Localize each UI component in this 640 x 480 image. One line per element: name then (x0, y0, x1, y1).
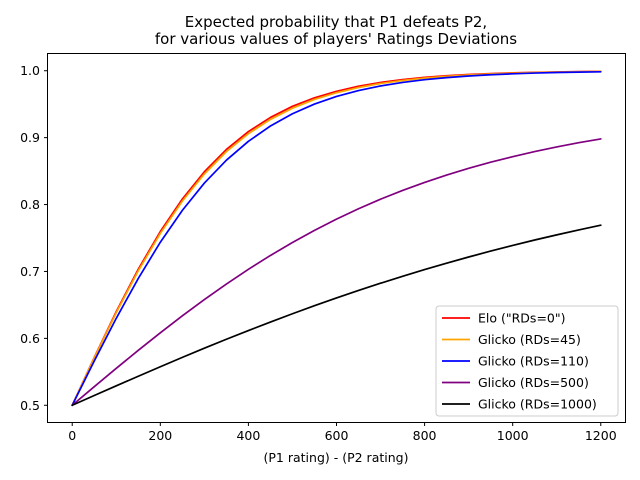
legend-label-1: Glicko (RDs=45) (478, 332, 581, 347)
y-axis: 0.5 0.6 0.7 0.8 0.9 1.0 (20, 63, 48, 413)
x-axis: 0 200 400 600 800 1000 1200 (68, 422, 617, 443)
chart-subtitle: for various values of players' Ratings D… (155, 30, 517, 48)
legend-box (435, 305, 619, 417)
x-tick-label: 400 (236, 428, 260, 443)
y-tick-label: 0.6 (20, 331, 40, 346)
y-tick-label: 0.8 (20, 197, 40, 212)
legend-label-2: Glicko (RDs=110) (478, 354, 589, 369)
y-tick-label: 0.5 (20, 398, 40, 413)
x-tick-label: 600 (325, 428, 349, 443)
legend-label-0: Elo ("RDs=0") (478, 311, 566, 326)
legend: Elo ("RDs=0") Glicko (RDs=45) Glicko (RDs=… (435, 305, 619, 417)
y-tick-label: 1.0 (20, 63, 40, 78)
series-line-2 (71, 70, 602, 407)
legend-label-4: Glicko (RDs=1000) (478, 397, 597, 412)
series-line-3 (71, 138, 602, 407)
y-tick-label: 0.9 (20, 130, 40, 145)
series-line-4 (71, 224, 602, 407)
x-tick-label: 800 (413, 428, 437, 443)
legend-label-3: Glicko (RDs=500) (478, 375, 589, 390)
x-tick-label: 1200 (585, 428, 617, 443)
x-tick-label: 200 (148, 428, 172, 443)
chart-title: Expected probability that P1 defeats P2, (185, 13, 487, 31)
plot-lines (71, 70, 602, 407)
x-tick-label: 0 (68, 428, 76, 443)
x-tick-label: 1000 (497, 428, 529, 443)
x-axis-label: (P1 rating) - (P2 rating) (264, 450, 409, 465)
y-tick-label: 0.7 (20, 264, 40, 279)
